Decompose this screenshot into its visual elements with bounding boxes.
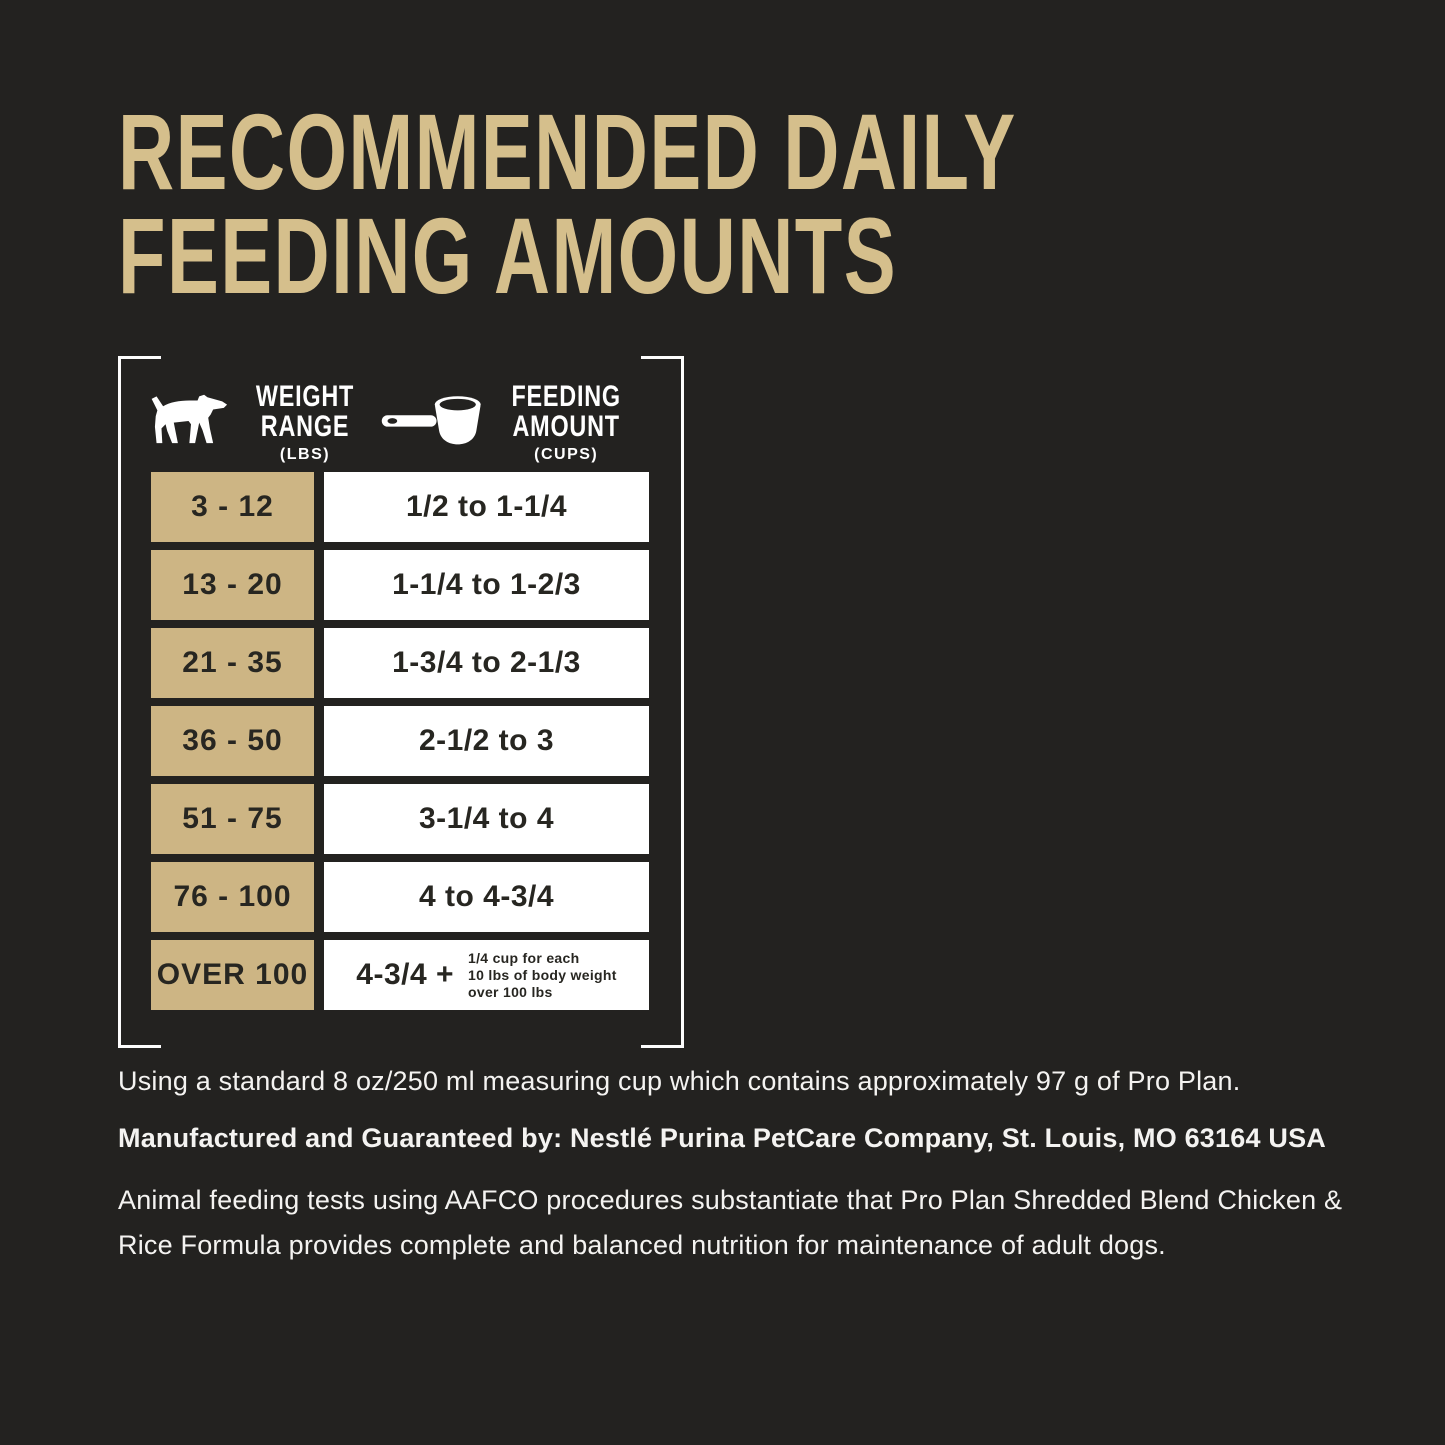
feeding-amount-cell: 4 to 4-3/4: [324, 862, 649, 932]
table-row: 21 - 35 1-3/4 to 2-1/3: [151, 628, 651, 698]
feeding-amount-labels: FEEDING AMOUNT (CUPS): [496, 382, 636, 464]
feeding-amount-cell: 1/2 to 1-1/4: [324, 472, 649, 542]
feeding-table: WEIGHT RANGE (LBS) FEEDING: [118, 356, 684, 1048]
feeding-amount-value: 1/2 to 1-1/4: [405, 490, 568, 523]
weight-range-cell: 51 - 75: [151, 784, 314, 854]
dog-icon: [150, 393, 232, 454]
feeding-amount-value: 1-1/4 to 1-2/3: [392, 568, 581, 601]
feeding-amount-unit: (CUPS): [534, 446, 599, 463]
table-row: OVER 100 4-3/4 + 1/4 cup for each 10 lbs …: [151, 940, 651, 1010]
feeding-amount-cell: 1-1/4 to 1-2/3: [324, 550, 649, 620]
page-title-line2: FEEDING AMOUNTS: [118, 195, 898, 316]
feeding-amount-cell: 3-1/4 to 4: [324, 784, 649, 854]
feeding-amount-note: 1/4 cup for each 10 lbs of body weight ove…: [468, 949, 617, 1000]
footnote-measuring-cup: Using a standard 8 oz/250 ml measuring c…: [118, 1066, 1241, 1096]
footnote-manufacturer: Manufactured and Guaranteed by: Nestlé P…: [118, 1123, 1326, 1153]
measuring-cup-icon: [380, 394, 486, 452]
table-row: 3 - 12 1/2 to 1-1/4: [151, 472, 651, 542]
weight-range-header: WEIGHT RANGE (LBS): [150, 382, 368, 464]
weight-range-labels: WEIGHT RANGE (LBS): [242, 382, 368, 464]
feeding-amount-value: 1-3/4 to 2-1/3: [392, 646, 581, 679]
page-title: RECOMMENDED DAILY FEEDING AMOUNTS: [118, 91, 1366, 316]
feeding-amount-label-line2: AMOUNT: [512, 410, 620, 443]
weight-range-cell: 13 - 20: [151, 550, 314, 620]
feeding-amount-value: 2-1/2 to 3: [418, 724, 555, 757]
feeding-amount-cell: 4-3/4 + 1/4 cup for each 10 lbs of body w…: [324, 940, 649, 1010]
feeding-amount-value: 4-3/4 +: [356, 958, 455, 991]
feeding-amount-cell: 1-3/4 to 2-1/3: [324, 628, 649, 698]
footnotes: Using a standard 8 oz/250 ml measuring c…: [118, 1064, 1380, 1268]
table-row: 76 - 100 4 to 4-3/4: [151, 862, 651, 932]
weight-range-label-line1: WEIGHT: [255, 380, 355, 413]
bracket-left: [118, 356, 161, 1048]
weight-range-cell: 3 - 12: [151, 472, 314, 542]
weight-range-unit: (LBS): [279, 446, 331, 463]
table-header: WEIGHT RANGE (LBS) FEEDING: [118, 382, 684, 470]
table-body: 3 - 12 1/2 to 1-1/4 13 - 20 1-1/4 to 1-2…: [151, 472, 651, 1018]
weight-range-label-line2: RANGE: [260, 410, 350, 443]
page-title-line1: RECOMMENDED DAILY: [118, 91, 1017, 212]
table-row: 51 - 75 3-1/4 to 4: [151, 784, 651, 854]
table-row: 36 - 50 2-1/2 to 3: [151, 706, 651, 776]
feeding-amount-label-line1: FEEDING: [511, 380, 621, 413]
feeding-amount-value: 4 to 4-3/4: [418, 880, 555, 913]
feeding-amount-value: 3-1/4 to 4: [418, 802, 555, 835]
weight-range-cell: 36 - 50: [151, 706, 314, 776]
weight-range-cell: 21 - 35: [151, 628, 314, 698]
feeding-amount-header: FEEDING AMOUNT (CUPS): [380, 382, 636, 464]
footnote-aafco: Animal feeding tests using AAFCO procedu…: [118, 1185, 1343, 1260]
bracket-right: [641, 356, 684, 1048]
weight-range-cell: 76 - 100: [151, 862, 314, 932]
weight-range-cell: OVER 100: [151, 940, 314, 1010]
feeding-amount-cell: 2-1/2 to 3: [324, 706, 649, 776]
table-row: 13 - 20 1-1/4 to 1-2/3: [151, 550, 651, 620]
